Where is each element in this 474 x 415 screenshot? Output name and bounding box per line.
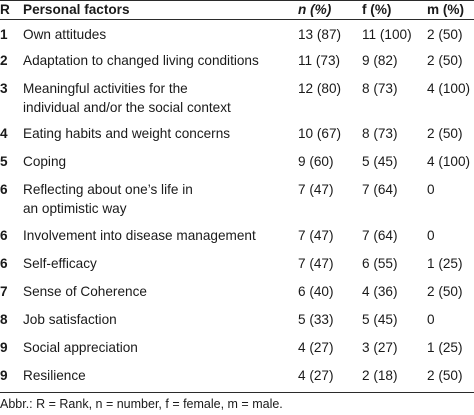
header-personal-factors: Personal factors [23, 2, 130, 17]
row-n-percent: 9 (60) [298, 154, 334, 169]
row-n-percent: 13 (87) [298, 27, 342, 42]
row-rank: 6 [0, 228, 8, 243]
row-personal-factor: Job satisfaction [23, 312, 117, 327]
top-rule [0, 0, 474, 1]
row-personal-factor: Adaptation to changed living conditions [23, 53, 259, 68]
row-m-percent: 4 (100) [427, 154, 471, 169]
row-rank: 4 [0, 126, 8, 141]
row-n-percent: 7 (47) [298, 182, 334, 197]
row-personal-factor: Eating habits and weight concerns [23, 126, 231, 141]
row-m-percent: 4 (100) [427, 81, 471, 96]
row-personal-factor: an optimistic way [23, 201, 127, 216]
header-m-percent: m (%) [427, 2, 465, 17]
row-personal-factor: Social appreciation [23, 340, 138, 355]
row-f-percent: 5 (45) [362, 154, 398, 169]
header-f-percent: f (%) [362, 2, 392, 17]
row-rank: 7 [0, 284, 8, 299]
row-rank: 5 [0, 154, 8, 169]
row-f-percent: 5 (45) [362, 312, 398, 327]
row-m-percent: 1 (25) [427, 256, 463, 271]
row-personal-factor: individual and/or the social context [23, 100, 231, 115]
row-rank: 6 [0, 256, 8, 271]
row-personal-factor: Reflecting about one’s life in [23, 182, 193, 197]
row-rank: 3 [0, 81, 8, 96]
row-n-percent: 11 (73) [298, 53, 341, 68]
row-personal-factor: Sense of Coherence [23, 284, 147, 299]
row-n-percent: 12 (80) [298, 81, 342, 96]
row-rank: 9 [0, 340, 8, 355]
row-f-percent: 9 (82) [362, 53, 398, 68]
row-rank: 6 [0, 182, 8, 197]
row-f-percent: 7 (64) [362, 228, 398, 243]
row-personal-factor: Involvement into disease management [23, 228, 256, 243]
header-n-percent: n (%) [298, 2, 332, 17]
row-n-percent: 10 (67) [298, 126, 342, 141]
row-personal-factor: Meaningful activities for the [23, 81, 188, 96]
row-f-percent: 2 (18) [362, 368, 398, 383]
row-personal-factor: Resilience [23, 368, 86, 383]
row-m-percent: 0 [427, 182, 435, 197]
row-n-percent: 4 (27) [298, 340, 334, 355]
row-rank: 1 [0, 27, 8, 42]
row-personal-factor: Self-efficacy [23, 256, 97, 271]
row-f-percent: 7 (64) [362, 182, 398, 197]
bottom-rule [0, 392, 474, 393]
row-m-percent: 0 [427, 228, 435, 243]
row-n-percent: 7 (47) [298, 228, 334, 243]
header-rule [0, 19, 474, 20]
row-n-percent: 4 (27) [298, 368, 334, 383]
row-m-percent: 2 (50) [427, 368, 463, 383]
abbreviations-note: Abbr.: R = Rank, n = number, f = female,… [0, 397, 283, 411]
row-rank: 9 [0, 368, 8, 383]
row-personal-factor: Coping [23, 154, 67, 169]
row-m-percent: 2 (50) [427, 126, 463, 141]
row-f-percent: 3 (27) [362, 340, 398, 355]
row-n-percent: 5 (33) [298, 312, 334, 327]
row-n-percent: 7 (47) [298, 256, 334, 271]
row-m-percent: 2 (50) [427, 53, 463, 68]
row-rank: 8 [0, 312, 8, 327]
row-f-percent: 11 (100) [362, 27, 412, 42]
header-rank: R [0, 2, 10, 17]
row-f-percent: 8 (73) [362, 126, 398, 141]
row-rank: 2 [0, 53, 8, 68]
row-m-percent: 1 (25) [427, 340, 463, 355]
row-m-percent: 2 (50) [427, 284, 463, 299]
row-m-percent: 0 [427, 312, 435, 327]
row-n-percent: 6 (40) [298, 284, 334, 299]
row-f-percent: 6 (55) [362, 256, 398, 271]
row-personal-factor: Own attitudes [23, 27, 107, 42]
row-f-percent: 8 (73) [362, 81, 398, 96]
row-f-percent: 4 (36) [362, 284, 398, 299]
row-m-percent: 2 (50) [427, 27, 463, 42]
